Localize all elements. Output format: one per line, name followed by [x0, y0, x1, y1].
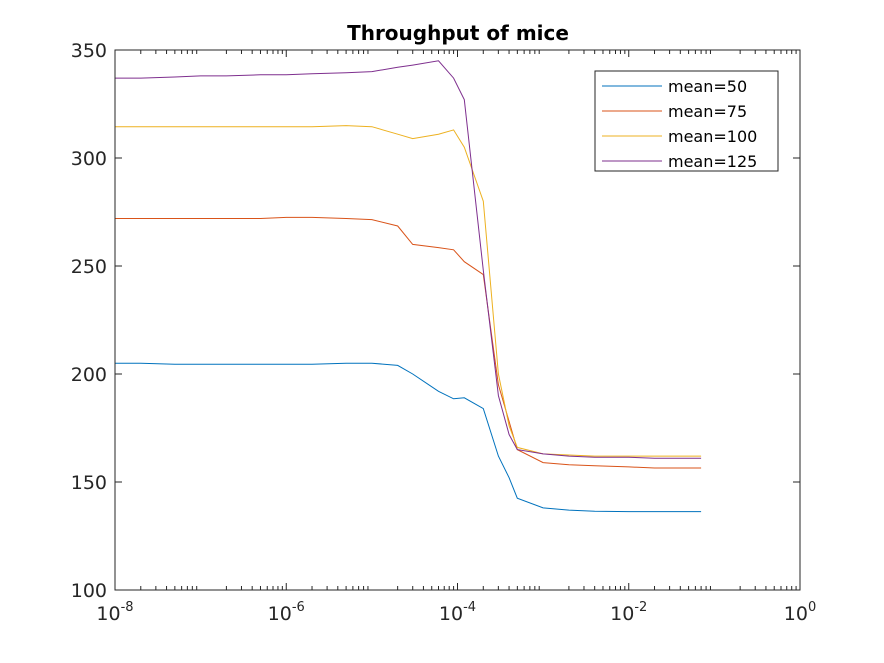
x-tick-label: 10-6	[268, 600, 305, 625]
minor-ticks	[140, 50, 797, 590]
x-tick-label: 100	[784, 600, 816, 625]
y-tick-label: 250	[71, 256, 107, 278]
x-tick-label: 10-2	[610, 600, 647, 625]
legend-box	[594, 70, 779, 172]
legend-label: mean=125	[668, 152, 757, 171]
plot-frame	[114, 49, 801, 591]
y-tick-label: 350	[71, 40, 107, 62]
series-line-1	[115, 362, 702, 513]
legend: mean=50 mean=75 mean=100 mean=125	[594, 70, 779, 172]
series-lines	[115, 60, 702, 513]
y-tick-label: 100	[71, 580, 107, 602]
x-tick-label: 10-4	[439, 600, 476, 625]
y-tick-label: 150	[71, 472, 107, 494]
legend-label: mean=50	[668, 77, 747, 96]
y-axis: 100 150 200 250 300 350	[71, 40, 800, 602]
legend-label: mean=100	[668, 127, 757, 146]
y-tick-label: 200	[71, 364, 107, 386]
series-line-4	[115, 60, 702, 459]
legend-label: mean=75	[668, 102, 747, 121]
series-line-2	[115, 216, 702, 469]
x-tick-label: 10-8	[96, 600, 133, 625]
series-line-3	[115, 125, 702, 457]
y-tick-label: 300	[71, 148, 107, 170]
x-axis: 10-8 10-6 10-4 10-2 100	[96, 50, 816, 625]
chart-title: Throughput of mice	[347, 21, 569, 45]
